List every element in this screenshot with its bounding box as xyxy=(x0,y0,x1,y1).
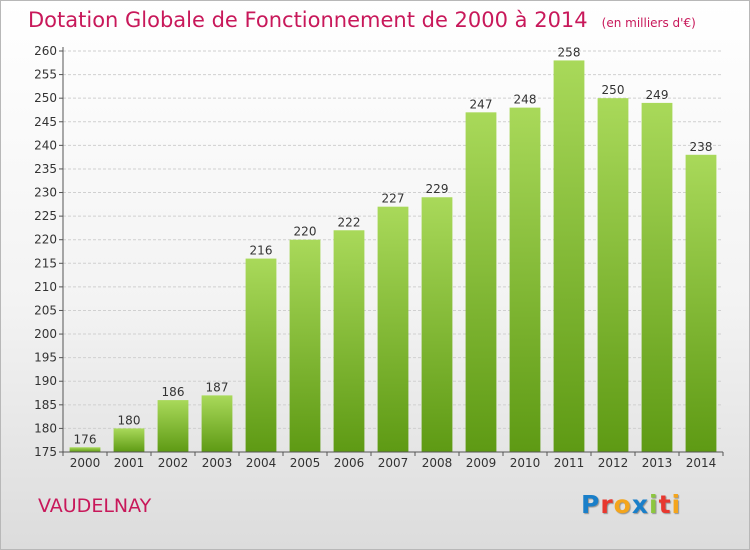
unit-note: (en milliers d'€) xyxy=(601,16,696,30)
x-tick-label: 2006 xyxy=(334,456,365,470)
bar-value-label: 227 xyxy=(382,192,405,206)
location-name: VAUDELNAY xyxy=(38,495,152,517)
x-tick-label: 2001 xyxy=(114,456,145,470)
title-text: Dotation Globale de Fonctionnement de 20… xyxy=(28,8,588,32)
y-tick-label: 190 xyxy=(34,374,57,388)
y-tick-label: 215 xyxy=(34,256,57,270)
logo-letter: i xyxy=(649,490,659,519)
y-tick-label: 220 xyxy=(34,233,57,247)
x-tick-label: 2007 xyxy=(378,456,409,470)
bar-value-label: 216 xyxy=(250,244,273,258)
y-axis: 175 180 185 190 195 200 205 210 215 220 225 230 235 2… xyxy=(34,44,64,459)
logo-letter: o xyxy=(613,490,632,519)
y-tick-label: 185 xyxy=(34,398,57,412)
bar xyxy=(421,197,453,452)
x-tick-label: 2010 xyxy=(510,456,541,470)
x-tick-label: 2013 xyxy=(642,456,673,470)
x-tick-label: 2002 xyxy=(158,456,189,470)
bar xyxy=(553,60,585,452)
x-tick-label: 2005 xyxy=(290,456,321,470)
x-tick-label: 2009 xyxy=(466,456,497,470)
y-tick-label: 180 xyxy=(34,421,57,435)
bar-value-label: 186 xyxy=(162,385,185,399)
logo-letter: x xyxy=(631,490,649,519)
bars: 176 180 186 187 216 220 222 227 229 247 248 258 250 2… xyxy=(69,45,717,453)
bar-value-label: 238 xyxy=(690,140,713,154)
bar-value-label: 247 xyxy=(470,97,493,111)
bar xyxy=(113,428,145,452)
logo-letter: t xyxy=(658,490,672,519)
y-tick-label: 230 xyxy=(34,186,57,200)
bar-value-label: 248 xyxy=(514,93,537,107)
y-tick-label: 225 xyxy=(34,209,57,223)
x-tick-label: 2012 xyxy=(598,456,629,470)
bar xyxy=(685,154,717,452)
bar xyxy=(289,239,321,452)
logo-letter: r xyxy=(600,490,614,519)
y-tick-label: 245 xyxy=(34,115,57,129)
logo-letter: i xyxy=(671,490,682,519)
bar xyxy=(201,395,233,452)
y-tick-label: 240 xyxy=(34,138,57,152)
bar xyxy=(377,206,409,452)
x-tick-label: 2011 xyxy=(554,456,585,470)
logo-letter: P xyxy=(581,490,601,519)
x-tick-label: 2000 xyxy=(70,456,101,470)
y-tick-label: 200 xyxy=(34,327,57,341)
x-tick-label: 2014 xyxy=(686,456,717,470)
bar-value-label: 187 xyxy=(206,380,229,394)
y-tick-label: 205 xyxy=(34,303,57,317)
bar xyxy=(157,400,189,452)
y-tick-label: 250 xyxy=(34,91,57,105)
bar xyxy=(333,230,365,452)
bar xyxy=(69,447,101,452)
x-tick-label: 2003 xyxy=(202,456,233,470)
proxiti-logo: Proxiti xyxy=(581,490,681,519)
bar-value-label: 222 xyxy=(338,215,361,229)
bar-value-label: 258 xyxy=(558,45,581,59)
y-tick-label: 175 xyxy=(34,445,57,459)
x-tick-label: 2004 xyxy=(246,456,277,470)
bar xyxy=(465,112,497,453)
bar xyxy=(509,107,541,453)
bar-value-label: 249 xyxy=(646,88,669,102)
bar-value-label: 250 xyxy=(602,83,625,97)
y-tick-label: 235 xyxy=(34,162,57,176)
y-tick-label: 255 xyxy=(34,68,57,82)
y-tick-label: 210 xyxy=(34,280,57,294)
bar-value-label: 229 xyxy=(426,182,449,196)
bar-value-label: 220 xyxy=(294,225,317,239)
x-axis: 2000 2001 2002 2003 2004 2005 2006 2007 2008 2009… xyxy=(62,451,724,470)
bar xyxy=(641,102,673,453)
bar-value-label: 176 xyxy=(74,432,97,446)
x-tick-label: 2008 xyxy=(422,456,453,470)
y-tick-label: 195 xyxy=(34,351,57,365)
bar xyxy=(245,258,277,452)
y-tick-label: 260 xyxy=(34,44,57,58)
bar-value-label: 180 xyxy=(118,413,141,427)
chart-title: Dotation Globale de Fonctionnement de 20… xyxy=(28,8,696,32)
bar xyxy=(597,98,629,453)
